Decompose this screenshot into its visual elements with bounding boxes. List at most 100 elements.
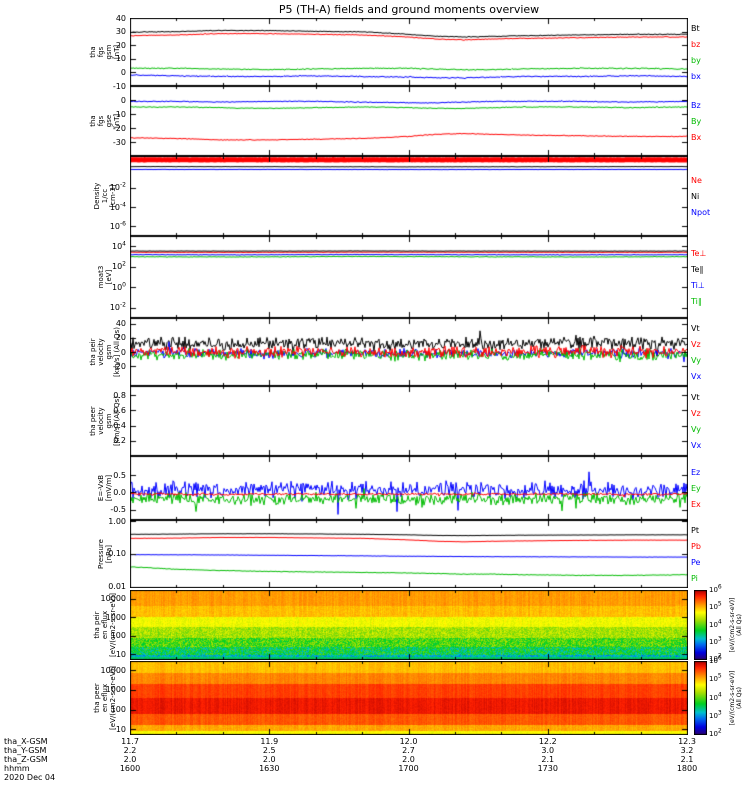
axis-row-label: hhmm xyxy=(4,764,30,773)
axis-row-value: 1600 xyxy=(119,764,141,773)
legend-label: Te⊥ xyxy=(691,249,707,258)
panel-density xyxy=(130,156,688,236)
colorbar-tick-label: 106 xyxy=(709,583,722,594)
legend-label: Ey xyxy=(691,484,701,493)
axis-row-value: 12.3 xyxy=(678,737,696,746)
colorbar-tick-label: 104 xyxy=(709,691,722,702)
y-tick-label: 0.6 xyxy=(113,405,126,415)
axis-row-value: 1730 xyxy=(537,764,558,773)
axis-row-value: 2.1 xyxy=(680,755,694,764)
axis-row-value: 2.1 xyxy=(541,755,555,764)
y-tick-label: 10000 xyxy=(100,594,126,604)
legend-label: Ez xyxy=(691,468,701,477)
y-tick-label: 0.10 xyxy=(108,549,126,559)
y-tick-label: 0.8 xyxy=(113,390,126,400)
y-tick-label: -20 xyxy=(112,361,126,371)
axis-row-value: 11.9 xyxy=(260,737,279,746)
axis-row-value: 1800 xyxy=(676,764,698,773)
y-tick-label: 1000 xyxy=(105,612,126,622)
y-tick-label: 0 xyxy=(120,347,126,357)
axis-row-value: 12.2 xyxy=(538,737,557,746)
colorbar-tick-label: 105 xyxy=(709,672,722,684)
y-tick-label: 102 xyxy=(111,260,126,272)
legend-label: Te∥ xyxy=(691,265,704,274)
legend-label: Vy xyxy=(691,425,701,434)
panel-mom-t3 xyxy=(130,236,688,318)
axis-row-value: 11.7 xyxy=(121,737,139,746)
axis-row-value: 2.5 xyxy=(262,746,276,755)
legend-label: Ni xyxy=(691,192,700,201)
legend-label: Bx xyxy=(691,133,702,142)
y-tick-label: -0.5 xyxy=(110,505,126,515)
colorbar-unit-label: [eV/(cm2-s-sr-eV)] (All Qs) xyxy=(724,590,748,660)
legend-label: Npot xyxy=(691,208,711,217)
axis-row-value: 3.0 xyxy=(541,746,555,755)
date-label: 2020 Dec 04 xyxy=(4,773,56,782)
legend-label: bz xyxy=(691,40,701,49)
colorbar-unit-label: [eV/(cm2-s-sr-eV)] (All Qs) xyxy=(724,661,748,735)
legend-label: Pt xyxy=(691,526,699,535)
colorbar-unit-text: [eV/(cm2-s-sr-eV)] (All Qs) xyxy=(729,670,743,726)
legend-label: Vt xyxy=(691,393,700,402)
y-tick-label: 40 xyxy=(115,13,126,23)
y-tick-label: -30 xyxy=(112,137,126,147)
legend-label: Pe xyxy=(691,558,701,567)
legend-label: Pb xyxy=(691,542,701,551)
y-tick-label: 0.0 xyxy=(113,487,126,497)
colorbar-tick-label: 102 xyxy=(709,727,722,738)
legend-label: Vx xyxy=(691,441,702,450)
legend-label: Pi xyxy=(691,574,698,583)
y-tick-label: 40 xyxy=(115,319,126,329)
y-tick-label: 0.01 xyxy=(108,582,126,591)
axis-row-value: 1630 xyxy=(259,764,280,773)
axis-row-label: tha_X-GSM xyxy=(4,737,48,746)
panel-tha-peer-en-eflux xyxy=(130,661,688,735)
y-tick-label: 10-2 xyxy=(109,301,126,313)
y-tick-label: 0 xyxy=(120,67,126,77)
legend-label: Ti⊥ xyxy=(691,281,705,290)
y-tick-label: 10 xyxy=(115,649,126,659)
legend-label: Vt xyxy=(691,324,700,333)
panel-tha-fgs-gsm xyxy=(130,18,688,86)
y-tick-label: 0.4 xyxy=(113,421,126,431)
legend-label: bx xyxy=(691,72,701,81)
panel-tha-peer-velocity xyxy=(130,386,688,456)
y-tick-label: 20 xyxy=(115,333,126,343)
axis-row-value: 2.2 xyxy=(123,746,137,755)
y-tick-label: 104 xyxy=(111,240,126,251)
panel-tha-peir-en-eflux xyxy=(130,590,688,660)
colorbar xyxy=(694,661,707,735)
y-tick-label: 1000 xyxy=(105,685,126,695)
y-tick-label: 10-2 xyxy=(109,181,126,193)
legend-label: Ti∥ xyxy=(691,297,702,306)
legend-label: Vz xyxy=(691,340,701,349)
y-tick-label: 10-4 xyxy=(109,200,126,212)
y-tick-label: 0 xyxy=(120,95,126,105)
axis-row-label: tha_Z-GSM xyxy=(4,755,48,764)
legend-label: Ne xyxy=(691,176,702,185)
y-tick-label: 10 xyxy=(115,54,126,64)
colorbar-tick-label: 104 xyxy=(709,618,722,629)
y-tick-label: 100 xyxy=(110,705,126,715)
y-tick-label: 10-6 xyxy=(109,220,126,231)
axis-row-value: 2.0 xyxy=(123,755,137,764)
legend-label: Vz xyxy=(691,409,701,418)
colorbar-tick-label: 102 xyxy=(709,652,722,663)
axis-row-label: tha_Y-GSM xyxy=(4,746,47,755)
colorbar-tick-label: 105 xyxy=(709,600,722,612)
legend-label: By xyxy=(691,117,702,126)
axis-row-value: 3.2 xyxy=(680,746,694,755)
legend-label: Bt xyxy=(691,24,700,33)
y-tick-label: 30 xyxy=(115,27,126,37)
y-tick-label: -10 xyxy=(112,81,126,91)
panel-tha-fgs-gse xyxy=(130,86,688,156)
colorbar-tick-label: 103 xyxy=(709,709,722,720)
legend-label: Bz xyxy=(691,101,701,110)
y-tick-label: 0.2 xyxy=(113,436,126,446)
y-tick-label: 100 xyxy=(111,281,126,292)
plot-title: P5 (TH-A) fields and ground moments over… xyxy=(278,3,540,16)
colorbar-tick-label: 103 xyxy=(709,635,722,646)
axis-row-value: 2.7 xyxy=(402,746,415,755)
y-tick-label: 20 xyxy=(115,40,126,50)
